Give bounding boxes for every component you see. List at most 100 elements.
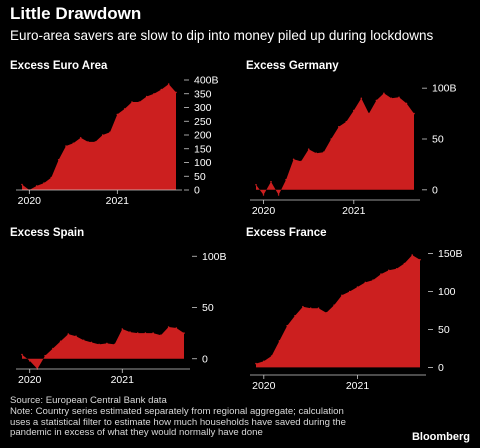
data-point-euro-area-2021-08 <box>167 83 170 85</box>
data-point-euro-area-2020-07 <box>72 142 75 145</box>
data-point-euro-area-2021-01 <box>116 113 119 116</box>
panel-title-germany: Excess Germany <box>246 60 339 72</box>
data-point-france-2020-11 <box>341 294 343 297</box>
data-point-spain-2020-07 <box>75 335 77 338</box>
chart-title: Little Drawdown <box>10 4 142 23</box>
data-point-germany-2021-01 <box>353 109 355 112</box>
data-point-france-2021-02 <box>364 281 367 284</box>
y-tick-label-150: 150B <box>438 248 463 260</box>
data-point-spain-2021-03 <box>136 332 139 334</box>
y-tick-label-250: 250 <box>194 116 212 128</box>
data-point-germany-2020-06 <box>300 160 302 163</box>
data-point-france-2020-06 <box>302 305 304 308</box>
data-point-france-2020-01 <box>263 360 265 363</box>
method-note-line-2: uses a statistical filter to estimate ho… <box>10 416 346 428</box>
x-tick-label-2021: 2021 <box>106 195 130 207</box>
area-euro-area <box>22 84 176 190</box>
data-point-germany-2020-02 <box>270 180 272 183</box>
y-tick-label-350: 350 <box>194 88 212 100</box>
data-point-france-2020-03 <box>278 340 281 342</box>
data-point-spain-2019-12 <box>21 353 23 356</box>
y-tick-label-400: 400B <box>194 75 219 87</box>
data-point-euro-area-2021-02 <box>123 108 126 110</box>
data-point-france-2021-04 <box>380 273 382 275</box>
y-tick-label-50: 50 <box>202 302 214 314</box>
data-point-spain-2020-11 <box>106 342 108 345</box>
data-point-spain-2020-09 <box>90 341 93 344</box>
x-tick-label-2020: 2020 <box>252 205 276 217</box>
y-tick-label-150: 150 <box>194 143 212 155</box>
data-point-germany-2021-07 <box>398 96 400 99</box>
method-note-line-1: Note: Country series estimated separatel… <box>10 405 344 417</box>
data-point-france-2020-05 <box>294 315 296 317</box>
y-tick-label-50: 50 <box>194 171 206 183</box>
data-point-germany-2020-05 <box>292 158 295 161</box>
bloomberg-logo: Bloomberg <box>411 431 470 443</box>
y-tick-label-50: 50 <box>432 134 444 146</box>
data-point-france-2020-04 <box>286 324 289 327</box>
data-point-spain-2021-05 <box>152 332 154 334</box>
data-point-germany-2020-03 <box>277 194 280 196</box>
y-tick-label-0: 0 <box>438 362 444 374</box>
y-tick-label-50: 50 <box>438 324 450 336</box>
data-point-germany-2020-04 <box>285 178 287 181</box>
data-point-spain-2020-06 <box>67 333 70 335</box>
area-germany <box>256 93 414 195</box>
data-point-germany-2020-08 <box>315 152 318 154</box>
x-tick-label-2020: 2020 <box>252 380 276 392</box>
x-tick-label-2021: 2021 <box>346 380 370 392</box>
data-point-spain-2020-01 <box>28 360 31 362</box>
data-point-euro-area-2020-03 <box>43 182 45 184</box>
data-point-euro-area-2021-06 <box>153 93 155 95</box>
data-point-france-2020-12 <box>348 290 351 293</box>
data-point-germany-2021-04 <box>375 99 378 102</box>
data-point-france-2020-10 <box>333 304 335 307</box>
data-point-france-2021-05 <box>388 269 390 272</box>
data-point-france-2019-12 <box>255 362 257 365</box>
data-point-spain-2021-08 <box>175 327 178 329</box>
data-point-euro-area-2020-09 <box>87 141 89 143</box>
area-spain <box>22 327 184 369</box>
data-point-germany-2020-01 <box>262 194 265 196</box>
data-point-germany-2020-11 <box>338 126 340 128</box>
y-tick-label-0: 0 <box>202 353 208 365</box>
y-tick-label-100: 100 <box>438 286 456 298</box>
data-point-germany-2021-09 <box>413 112 415 115</box>
data-point-germany-2021-06 <box>390 97 393 100</box>
data-point-euro-area-2020-12 <box>109 131 111 134</box>
data-point-euro-area-2020-10 <box>94 141 97 143</box>
data-point-euro-area-2020-06 <box>65 145 67 147</box>
data-point-euro-area-2021-07 <box>160 88 163 91</box>
data-point-spain-2020-10 <box>98 343 100 346</box>
data-point-euro-area-2021-05 <box>145 95 148 98</box>
x-tick-label-2021: 2021 <box>342 205 366 217</box>
data-point-germany-2021-03 <box>368 112 370 115</box>
data-point-euro-area-2021-04 <box>138 101 141 103</box>
footer-notes: Source: European Central Bank data Note:… <box>10 395 450 439</box>
data-point-germany-2021-02 <box>360 97 363 100</box>
data-point-spain-2021-01 <box>121 328 124 330</box>
data-point-germany-2020-12 <box>345 120 348 123</box>
y-tick-label-100: 100 <box>194 157 212 169</box>
data-point-euro-area-2020-05 <box>57 159 60 161</box>
data-point-spain-2021-06 <box>160 334 162 337</box>
x-tick-label-2021: 2021 <box>111 374 135 386</box>
data-point-germany-2021-08 <box>405 102 408 105</box>
area-france <box>256 255 420 368</box>
chart-subtitle: Euro-area savers are slow to dip into mo… <box>10 28 434 43</box>
data-point-spain-2021-09 <box>183 332 185 334</box>
y-tick-label-100: 100B <box>202 251 227 263</box>
data-point-spain-2020-12 <box>113 343 116 346</box>
data-point-france-2021-08 <box>411 254 414 256</box>
data-point-euro-area-2020-04 <box>50 176 53 179</box>
data-point-france-2020-07 <box>309 307 312 310</box>
data-point-france-2021-07 <box>403 262 406 265</box>
y-tick-label-0: 0 <box>194 185 200 197</box>
data-point-france-2021-06 <box>395 268 398 270</box>
data-point-france-2020-08 <box>317 307 320 310</box>
panel-title-euro-area: Excess Euro Area <box>10 60 108 72</box>
data-point-france-2020-09 <box>325 312 328 314</box>
data-point-germany-2020-10 <box>330 138 333 140</box>
